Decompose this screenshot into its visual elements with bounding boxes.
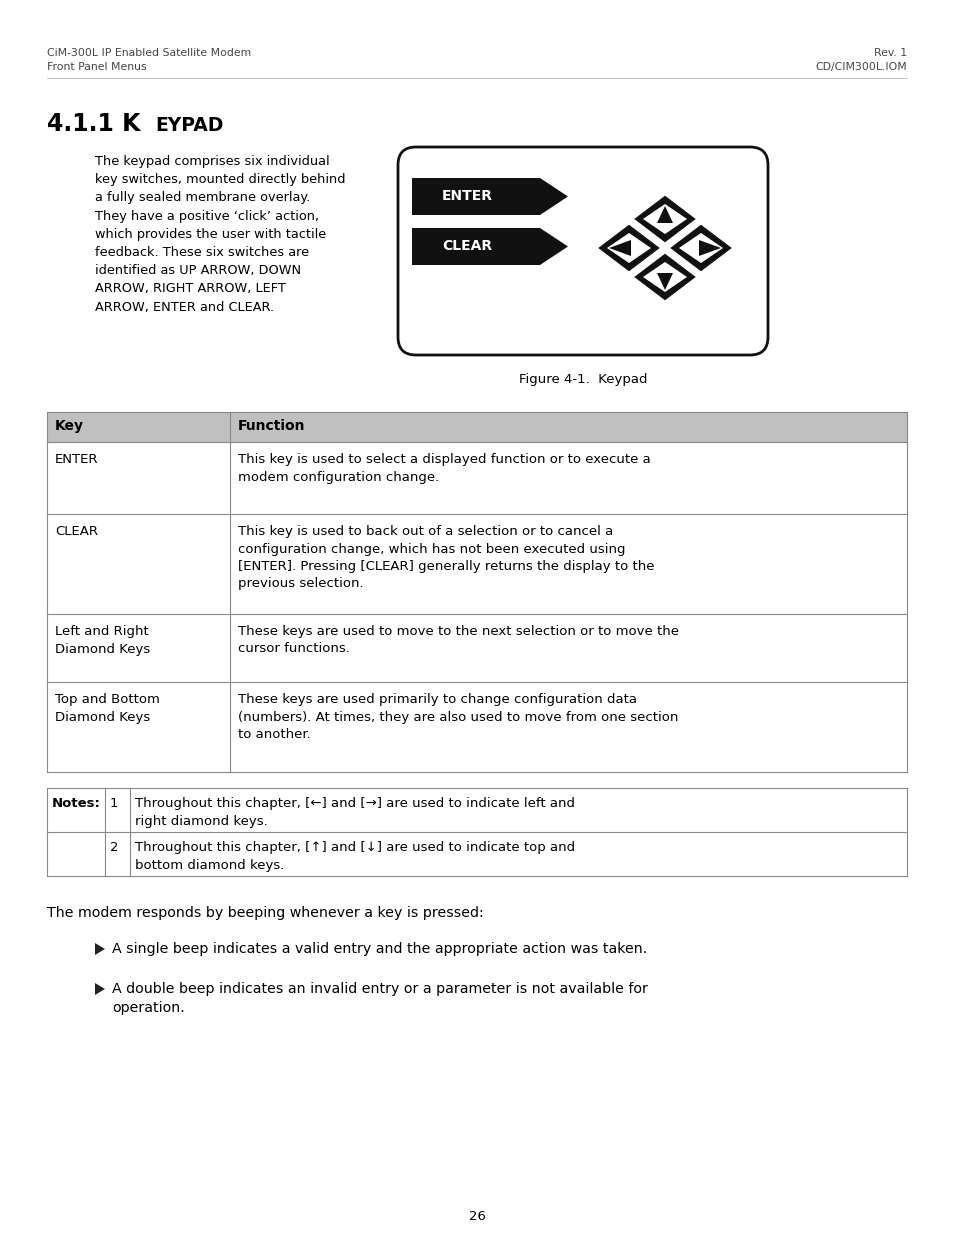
Polygon shape xyxy=(95,983,105,995)
Polygon shape xyxy=(642,262,686,291)
Text: CD/CIM300L.IOM: CD/CIM300L.IOM xyxy=(815,62,906,72)
Text: CLEAR: CLEAR xyxy=(441,240,492,253)
FancyBboxPatch shape xyxy=(397,147,767,354)
Polygon shape xyxy=(95,944,105,955)
Polygon shape xyxy=(636,198,693,241)
Text: Notes:: Notes: xyxy=(52,797,101,810)
Text: The keypad comprises six individual
key switches, mounted directly behind
a full: The keypad comprises six individual key … xyxy=(95,156,345,314)
Polygon shape xyxy=(699,240,720,256)
Text: Front Panel Menus: Front Panel Menus xyxy=(47,62,147,72)
Polygon shape xyxy=(657,206,672,224)
Text: EYPAD: EYPAD xyxy=(154,116,223,135)
Text: This key is used to select a displayed function or to execute a
modem configurat: This key is used to select a displayed f… xyxy=(237,453,650,483)
Bar xyxy=(47,412,906,442)
Text: A single beep indicates a valid entry and the appropriate action was taken.: A single beep indicates a valid entry an… xyxy=(112,942,646,956)
Text: Throughout this chapter, [↑] and [↓] are used to indicate top and
bottom diamond: Throughout this chapter, [↑] and [↓] are… xyxy=(135,841,575,872)
Text: 1: 1 xyxy=(110,797,118,810)
Text: Top and Bottom
Diamond Keys: Top and Bottom Diamond Keys xyxy=(55,693,160,724)
Text: Function: Function xyxy=(237,419,305,433)
Polygon shape xyxy=(642,204,686,233)
Text: Throughout this chapter, [←] and [→] are used to indicate left and
right diamond: Throughout this chapter, [←] and [→] are… xyxy=(135,797,575,827)
Text: 2: 2 xyxy=(110,841,118,853)
Text: The modem responds by beeping whenever a key is pressed:: The modem responds by beeping whenever a… xyxy=(47,906,483,920)
Text: Left and Right
Diamond Keys: Left and Right Diamond Keys xyxy=(55,625,150,656)
Polygon shape xyxy=(608,240,630,256)
Polygon shape xyxy=(679,233,722,263)
Text: These keys are used primarily to change configuration data
(numbers). At times, : These keys are used primarily to change … xyxy=(237,693,678,741)
Polygon shape xyxy=(657,273,672,290)
Text: Figure 4-1.  Keypad: Figure 4-1. Keypad xyxy=(518,373,646,387)
Text: 26: 26 xyxy=(468,1210,485,1223)
Text: Rev. 1: Rev. 1 xyxy=(873,48,906,58)
Text: Key: Key xyxy=(55,419,84,433)
Text: CiM-300L IP Enabled Satellite Modem: CiM-300L IP Enabled Satellite Modem xyxy=(47,48,251,58)
Text: CLEAR: CLEAR xyxy=(55,525,98,538)
Polygon shape xyxy=(599,226,658,270)
Text: 4.1.1 K: 4.1.1 K xyxy=(47,112,140,136)
Text: ENTER: ENTER xyxy=(55,453,98,466)
Polygon shape xyxy=(412,178,567,215)
Polygon shape xyxy=(412,228,567,266)
Text: These keys are used to move to the next selection or to move the
cursor function: These keys are used to move to the next … xyxy=(237,625,679,656)
Text: ENTER: ENTER xyxy=(441,189,492,204)
Text: This key is used to back out of a selection or to cancel a
configuration change,: This key is used to back out of a select… xyxy=(237,525,654,590)
Polygon shape xyxy=(636,254,693,299)
Polygon shape xyxy=(671,226,729,270)
Text: A double beep indicates an invalid entry or a parameter is not available for
ope: A double beep indicates an invalid entry… xyxy=(112,982,647,1015)
Polygon shape xyxy=(606,233,650,263)
